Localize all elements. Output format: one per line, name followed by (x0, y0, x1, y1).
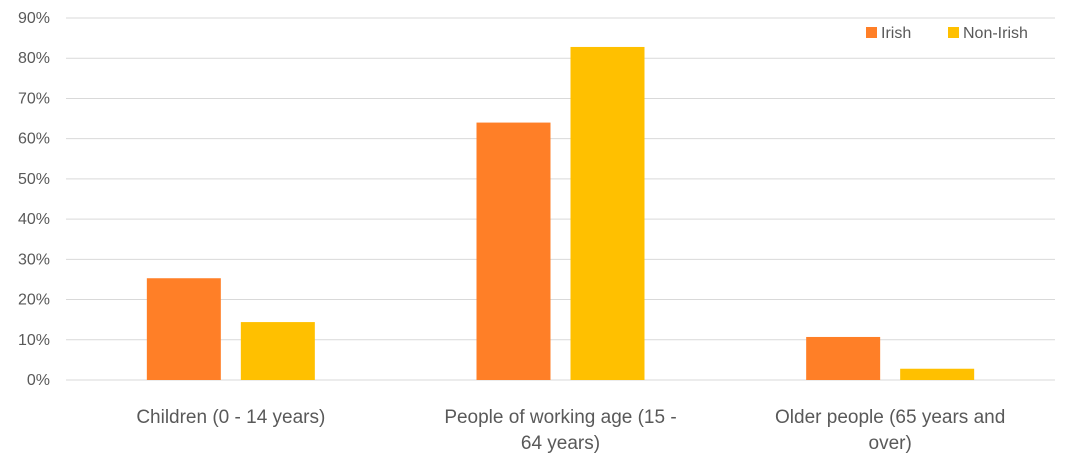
x-category-label: Children (0 - 14 years) (136, 407, 325, 428)
y-tick-label: 30% (18, 251, 50, 268)
gridlines (66, 17, 1055, 381)
y-axis-tick-labels: 0% 10% 20% 30% 40% 50% 60% 70% 80% 90% (18, 10, 50, 389)
y-tick-label: 80% (18, 50, 50, 67)
bar-irish (806, 336, 881, 380)
legend-label: Irish (881, 25, 911, 42)
legend-swatch (948, 27, 959, 38)
legend-label: Non-Irish (963, 25, 1028, 42)
y-tick-label: 40% (18, 211, 50, 228)
y-tick-label: 90% (18, 10, 50, 27)
x-category-label: over) (869, 433, 912, 454)
y-tick-label: 50% (18, 171, 50, 188)
legend: Irish Non-Irish (866, 25, 1028, 42)
bar-non-irish (570, 46, 645, 381)
y-tick-label: 70% (18, 90, 50, 107)
bar-irish (146, 278, 221, 380)
legend-swatch (866, 27, 877, 38)
y-tick-label: 10% (18, 332, 50, 349)
y-tick-label: 20% (18, 292, 50, 309)
y-tick-label: 0% (27, 372, 50, 389)
bars (146, 46, 975, 381)
bar-non-irish (900, 368, 975, 380)
x-category-label: 64 years) (521, 433, 600, 454)
bar-irish (476, 122, 551, 381)
x-axis-category-labels: Children (0 - 14 years) People of working… (136, 407, 1005, 454)
bar-non-irish (240, 322, 315, 380)
x-category-label: People of working age (15 - (444, 407, 676, 428)
x-category-label: Older people (65 years and (775, 407, 1005, 428)
y-tick-label: 60% (18, 131, 50, 148)
